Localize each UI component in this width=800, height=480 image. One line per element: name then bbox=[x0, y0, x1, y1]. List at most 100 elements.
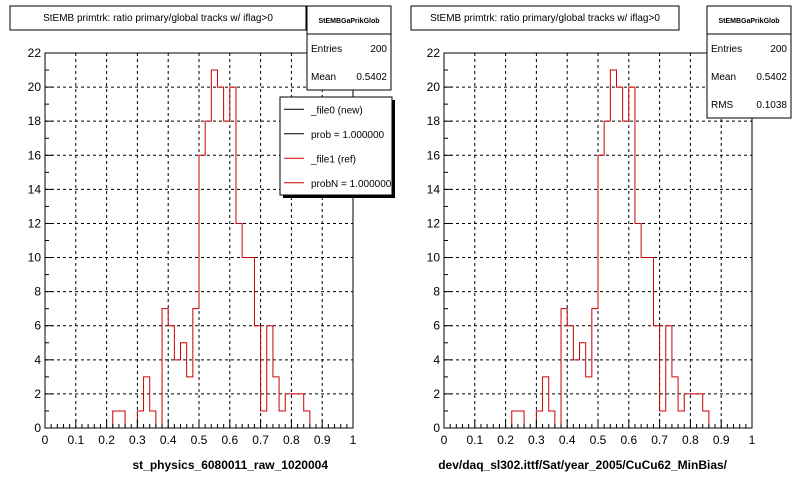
stats-mean-label: Mean bbox=[311, 72, 336, 83]
y-tick-label: 2 bbox=[433, 387, 440, 401]
y-tick-label: 0 bbox=[433, 421, 440, 435]
stats-box: StEMBGaPrikGlob Entries 200 Mean 0.5402 bbox=[306, 5, 392, 91]
stats-mean-value: 0.5402 bbox=[756, 72, 787, 83]
y-tick-label: 8 bbox=[34, 285, 41, 299]
x-axis-title: dev/daq_sl302.ittf/Sat/year_2005/CuCu62_… bbox=[438, 458, 727, 472]
histogram-bin bbox=[598, 155, 604, 428]
histogram-bin bbox=[610, 70, 616, 428]
x-tick-label: 0.6 bbox=[221, 433, 238, 447]
x-tick-label: 0.6 bbox=[620, 433, 637, 447]
y-tick-label: 18 bbox=[28, 114, 42, 128]
histogram-bin bbox=[168, 326, 174, 428]
histogram-bin bbox=[174, 360, 180, 428]
histogram-bin bbox=[672, 377, 678, 428]
histogram-bin bbox=[616, 87, 622, 428]
histogram-line bbox=[444, 69, 752, 429]
x-tick-label: 0.3 bbox=[129, 433, 146, 447]
y-tick-label: 14 bbox=[28, 182, 42, 196]
histogram-bin bbox=[144, 377, 150, 428]
x-tick-label: 1 bbox=[350, 433, 357, 447]
y-tick-label: 2 bbox=[34, 387, 41, 401]
histogram-bin bbox=[549, 411, 555, 428]
legend-label: _file0 (new) bbox=[310, 105, 363, 116]
y-tick-label: 16 bbox=[427, 148, 441, 162]
x-tick-label: 0.9 bbox=[713, 433, 730, 447]
histogram-bin bbox=[162, 309, 168, 428]
x-tick-label: 0.4 bbox=[559, 433, 576, 447]
stats-mean-label: Mean bbox=[711, 72, 736, 83]
y-tick-label: 16 bbox=[28, 148, 42, 162]
stats-box: StEMBGaPrikGlob Entries 200 Mean 0.5402 RMS 0.… bbox=[706, 5, 792, 119]
histogram-bin bbox=[653, 326, 659, 428]
histogram-bin bbox=[113, 411, 119, 428]
histogram-bin bbox=[604, 121, 610, 428]
x-tick-label: 0.3 bbox=[528, 433, 545, 447]
legend-frame bbox=[279, 96, 393, 196]
x-tick-label: 0.2 bbox=[98, 433, 115, 447]
histogram-bin bbox=[224, 121, 230, 428]
stats-frame bbox=[706, 5, 792, 119]
histogram-bin bbox=[273, 377, 279, 428]
x-tick-label: 0.7 bbox=[252, 433, 269, 447]
histogram-bin bbox=[279, 411, 285, 428]
histogram-bin bbox=[536, 411, 542, 428]
histogram-bin bbox=[678, 411, 684, 428]
histogram-bin bbox=[703, 411, 709, 428]
y-tick-label: 14 bbox=[427, 182, 441, 196]
histogram-bin bbox=[291, 394, 297, 428]
x-tick-label: 1 bbox=[749, 433, 756, 447]
legend-label: prob = 1.000000 bbox=[311, 130, 385, 141]
x-tick-label: 0.5 bbox=[590, 433, 607, 447]
x-tick-label: 0.7 bbox=[651, 433, 668, 447]
x-axis-title: st_physics_6080011_raw_1020004 bbox=[132, 458, 328, 472]
histogram-bin bbox=[512, 411, 518, 428]
histogram-bin bbox=[666, 326, 672, 428]
stats-entries-label: Entries bbox=[311, 44, 342, 55]
x-tick-label: 0.8 bbox=[682, 433, 699, 447]
x-tick-label: 0.9 bbox=[314, 433, 331, 447]
y-tick-label: 4 bbox=[34, 353, 41, 367]
histogram-bin bbox=[205, 121, 211, 428]
y-tick-label: 0 bbox=[34, 421, 41, 435]
histogram-bin bbox=[647, 258, 653, 428]
x-tick-label: 0 bbox=[441, 433, 448, 447]
histogram-bin bbox=[181, 343, 187, 428]
stats-entries-value: 200 bbox=[770, 44, 787, 55]
histogram-bin bbox=[580, 343, 586, 428]
histogram-bin bbox=[261, 411, 267, 428]
histogram-bin bbox=[660, 411, 666, 428]
histogram-bin bbox=[217, 87, 223, 428]
histogram-bin bbox=[211, 70, 217, 428]
histogram-line bbox=[45, 69, 353, 429]
title-box bbox=[9, 5, 307, 31]
histogram-bin bbox=[254, 326, 260, 428]
y-tick-label: 6 bbox=[433, 319, 440, 333]
histogram-bin bbox=[592, 309, 598, 428]
histogram-bin bbox=[697, 394, 703, 428]
histogram-bin bbox=[236, 223, 242, 428]
stats-entries-label: Entries bbox=[711, 44, 742, 55]
stats-name: StEMBGaPrikGlob bbox=[718, 18, 779, 25]
stats-frame bbox=[306, 5, 392, 91]
title-box bbox=[410, 5, 680, 31]
y-tick-label: 10 bbox=[28, 251, 42, 265]
histogram-bin bbox=[573, 360, 579, 428]
chart-panel-1: 0 0.1 0.2 0.3 0.4 0.5 0.6 0.7 0.8 0.9 102468101214… bbox=[9, 5, 395, 472]
histogram-bin bbox=[242, 258, 248, 428]
y-tick-label: 10 bbox=[427, 251, 441, 265]
stats-rms-label: RMS bbox=[711, 100, 734, 111]
x-tick-label: 0.1 bbox=[466, 433, 483, 447]
histogram-bin bbox=[137, 411, 143, 428]
histogram-bin bbox=[199, 155, 205, 428]
histogram-bin bbox=[641, 258, 647, 428]
y-tick-label: 22 bbox=[28, 46, 42, 60]
chart-panel-2: 0 0.1 0.2 0.3 0.4 0.5 0.6 0.7 0.8 0.9 102468101214… bbox=[410, 5, 792, 472]
legend-label: _file1 (ref) bbox=[310, 154, 356, 165]
histogram-bin bbox=[187, 377, 193, 428]
histogram-bin bbox=[543, 377, 549, 428]
histogram-bin bbox=[690, 394, 696, 428]
y-tick-label: 20 bbox=[427, 80, 441, 94]
chart-title: StEMB primtrk: ratio primary/global trac… bbox=[43, 13, 273, 24]
series-1 bbox=[45, 69, 353, 429]
